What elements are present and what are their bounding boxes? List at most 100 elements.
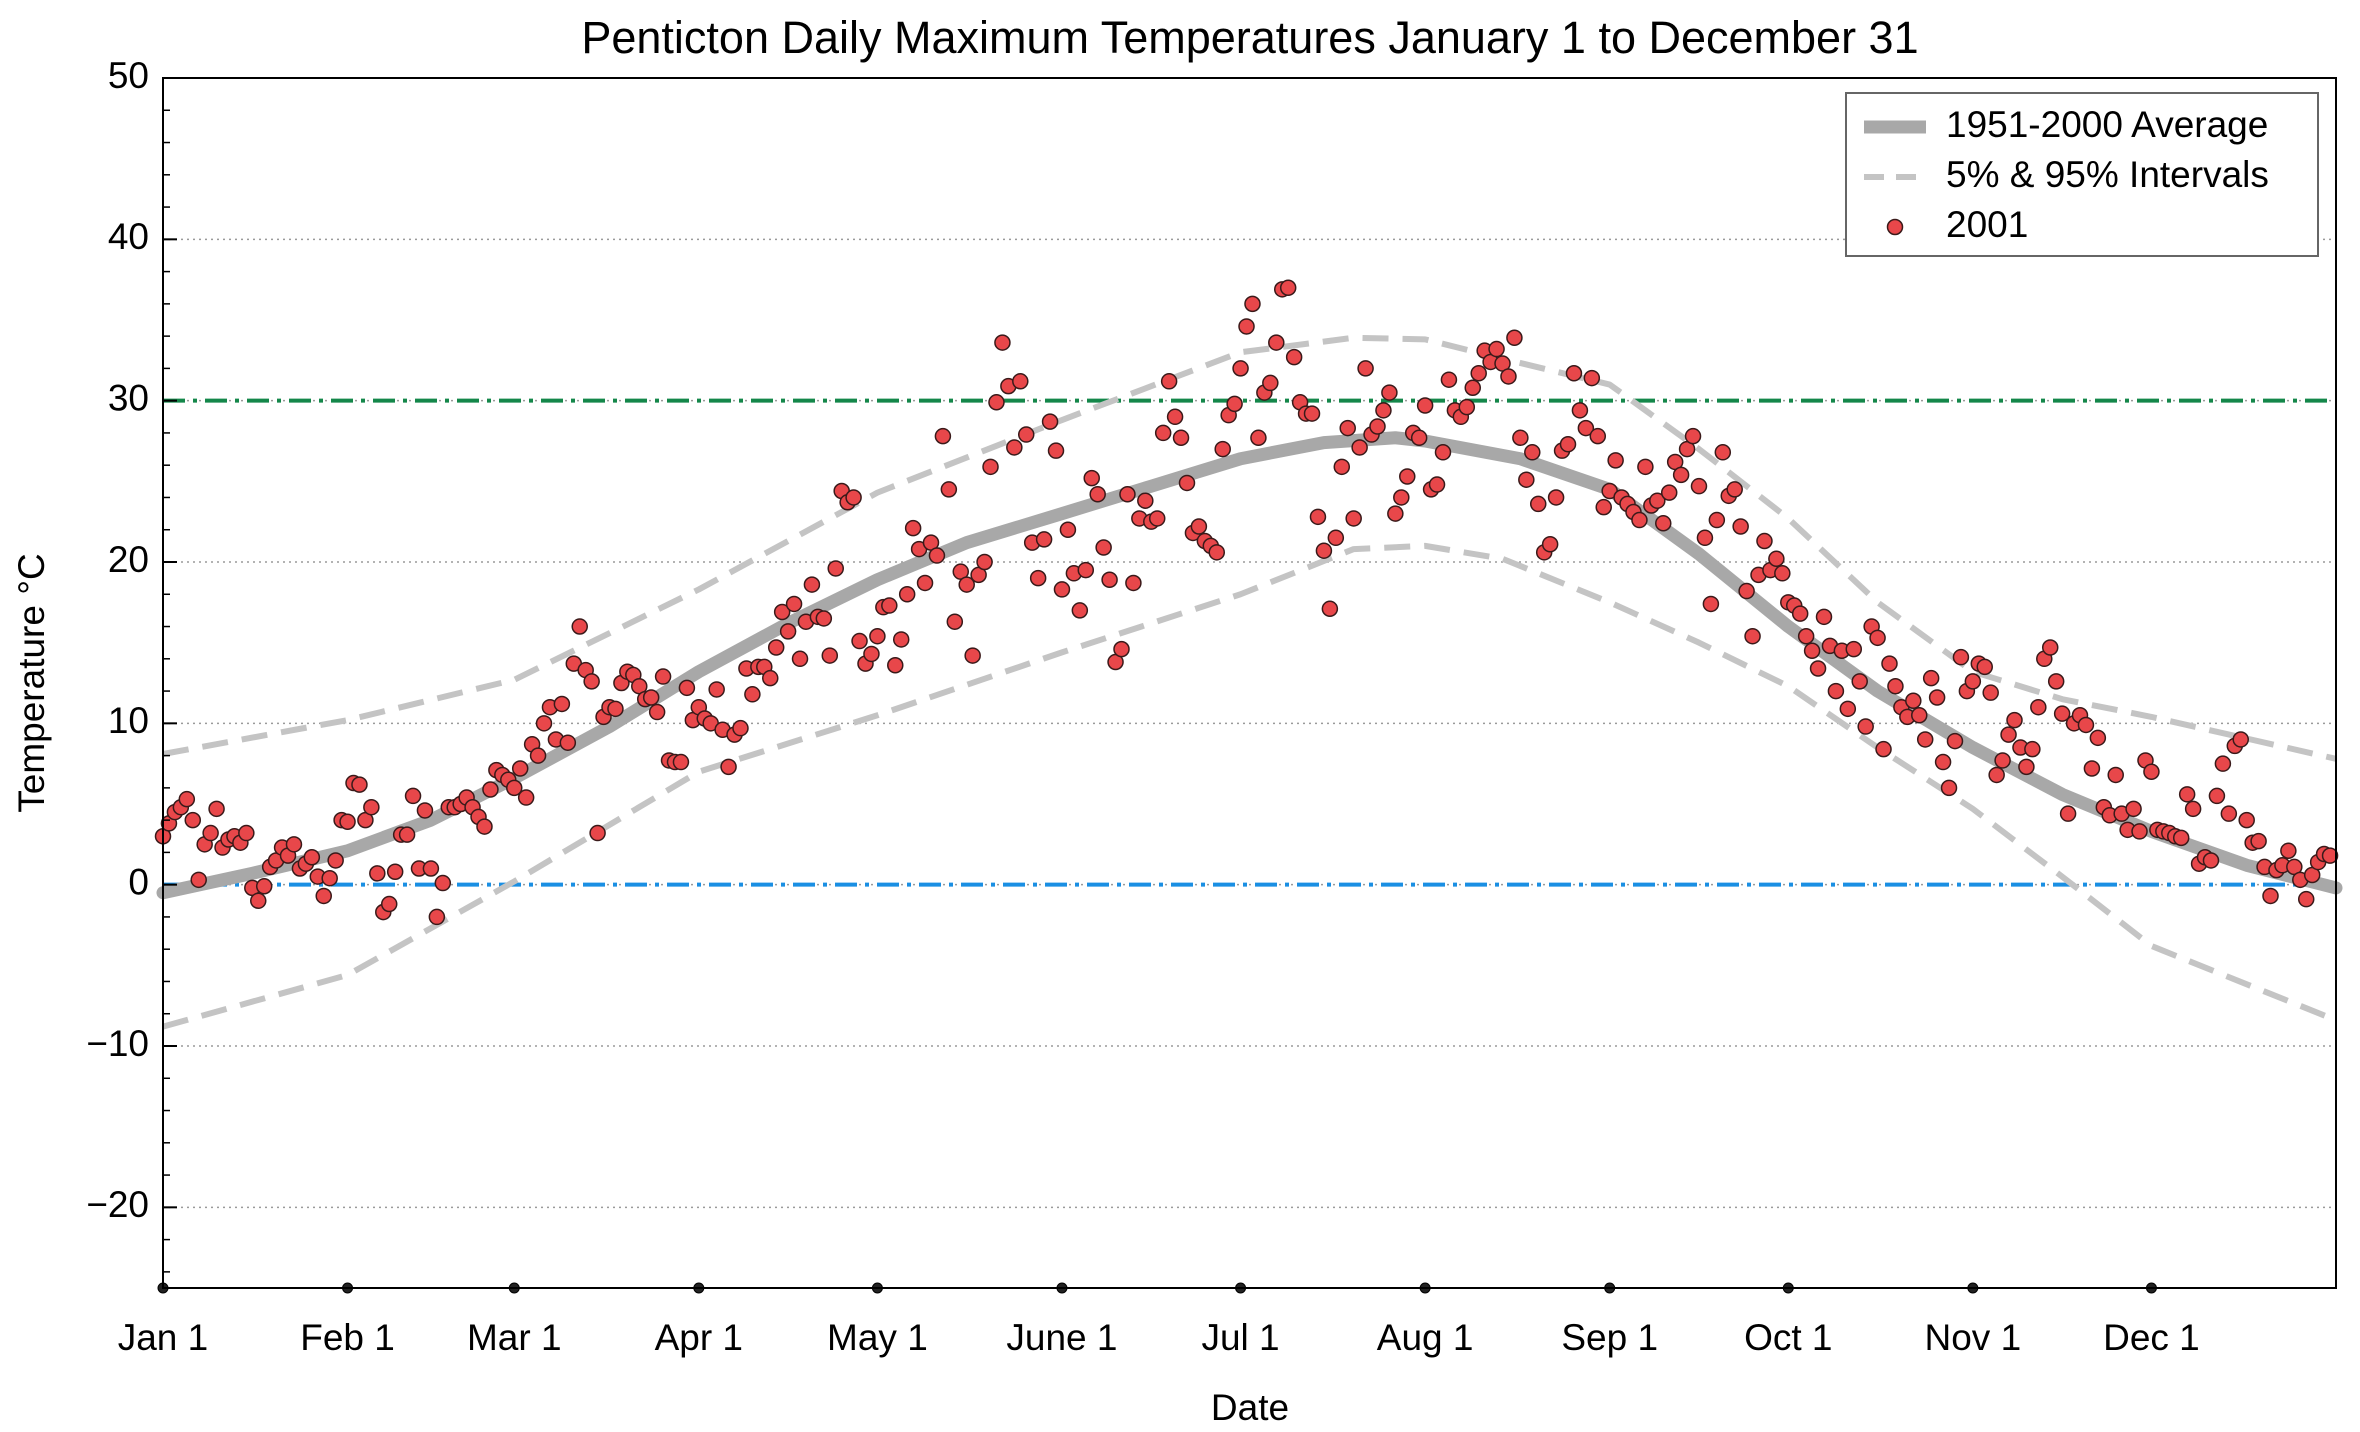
data-point [583,673,600,690]
data-point [1393,489,1410,506]
data-point [2297,890,2315,908]
data-point [1017,426,1035,443]
data-point [1797,627,1815,645]
data-point [1148,510,1166,527]
data-point [1518,471,1535,488]
data-point [2053,705,2071,722]
data-point [1500,368,1517,385]
data-point [506,779,523,797]
data-point [976,553,993,571]
data-point [285,836,303,853]
x-axis-label: Date [1211,1387,1289,1428]
data-point [1726,481,1743,498]
data-point [2321,847,2339,864]
y-tick-label: 10 [108,700,149,741]
data-point [1637,458,1654,476]
data-point [773,603,791,621]
data-point [571,618,588,635]
data-point [559,734,577,751]
data-point [767,639,785,656]
data-point [1756,532,1773,550]
data-point [1952,648,1970,666]
data-point [1154,424,1172,442]
legend-label: 2001 [1946,204,2028,245]
data-point [1541,536,1559,553]
data-point [2172,829,2190,847]
data-point [1268,334,1285,351]
data-point [255,878,273,895]
data-point [1095,539,1112,556]
x-tick-label: June 1 [1006,1317,1117,1358]
data-point [2178,786,2196,803]
data-point [1851,673,1868,690]
x-tick-label: Mar 1 [467,1317,562,1358]
x-tick-label: Jul 1 [1201,1317,1279,1358]
data-point [1244,295,1261,313]
data-point [369,865,386,882]
data-point [1916,731,1934,748]
data-point [1190,518,1208,535]
data-point [2000,726,2017,743]
data-point [934,427,952,445]
data-point [1327,529,1345,547]
data-point [1083,469,1100,487]
data-point [2047,673,2065,690]
data-point [940,481,958,498]
data-point [1845,640,1863,658]
data-point [863,645,880,663]
data-point [1226,395,1243,413]
x-tick-label: Jan 1 [118,1317,209,1358]
data-point [398,826,416,843]
data-point [1113,640,1130,658]
upper-interval-line [162,334,2337,762]
y-tick-label: 0 [128,861,149,902]
data-point [2059,805,2077,822]
data-point [2125,800,2142,818]
data-point [1071,602,1089,619]
data-point [988,394,1005,411]
data-point [2214,755,2232,772]
data-point [1881,655,1898,672]
data-point [892,631,910,648]
data-point [1559,435,1577,453]
data-point [881,597,898,614]
legend-box [1845,92,2319,257]
data-point [1803,642,1821,659]
data-point [202,824,219,842]
data-point [339,813,356,830]
x-tick-label: Oct 1 [1744,1317,1832,1358]
data-point [517,789,535,806]
data-point [821,647,839,664]
data-point [1964,673,1982,690]
data-point [1887,677,1904,695]
data-point [529,747,547,764]
data-point [607,700,624,718]
data-point [1529,495,1547,513]
y-tick-label: −20 [86,1184,149,1225]
data-point [1869,629,1886,647]
data-point [928,547,946,564]
data-point [1125,574,1142,592]
data-point [1250,429,1267,447]
data-point [887,657,904,674]
data-point [1988,766,2005,784]
lower-interval-line [162,542,2338,1030]
data-point [1744,627,1761,645]
data-point [1982,684,1999,701]
data-point [303,848,321,866]
data-point [1006,439,1023,456]
data-point [1839,700,1857,718]
data-point [1809,660,1827,677]
data-point [1946,732,1964,750]
data-point [982,458,999,476]
data-point [535,715,553,732]
data-point [1565,364,1583,382]
data-point [791,650,809,668]
data-point [744,686,761,703]
data-point [1458,398,1476,416]
data-point [1488,340,1505,358]
data-point [1089,485,1106,503]
data-point [2262,887,2279,905]
data-point [1285,348,1303,366]
data-point [1994,752,2011,769]
